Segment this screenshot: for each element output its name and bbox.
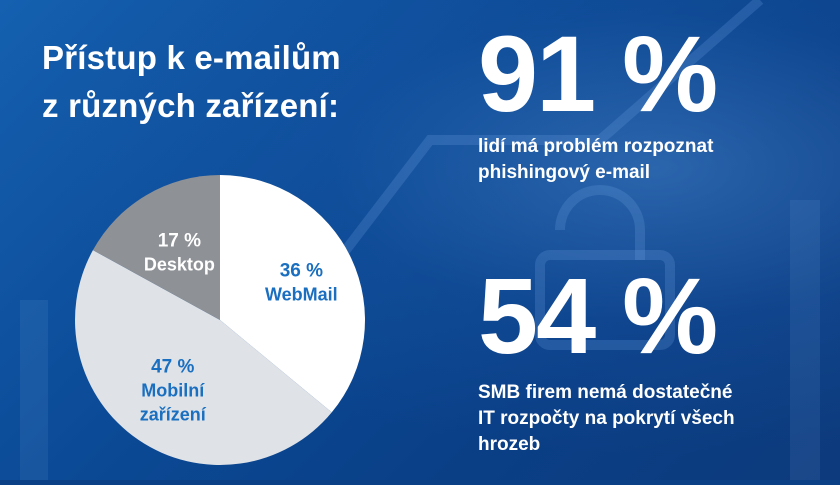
pie-slice-mobiln-za-zen-	[74, 250, 332, 466]
stat-smb-desc-line-1: SMB firem nemá dostatečné	[478, 382, 733, 403]
stat-phishing-description: lidí má problém rozpoznat phishingový e-…	[478, 134, 716, 186]
pie-chart-svg: 36 % WebMail 47 % Mobilní zařízení 17 % Deskto…	[74, 175, 365, 466]
stat-phishing-value: 91 %	[478, 13, 718, 134]
stat-phishing-desc-line-2: phishingový e-mail	[478, 162, 651, 183]
pie-value-label: 17 %	[158, 230, 201, 251]
pie-value-label: 36 %	[280, 261, 323, 282]
stat-phishing-desc-line-1: lidí má problém rozpoznat	[478, 136, 714, 157]
stat-smb-budget: 54 % SMB firem nemá dostatečné IT rozpoč…	[478, 262, 808, 458]
stat-smb-desc-line-3: hrozeb	[478, 434, 541, 455]
title-line-2: z různých zařízení:	[42, 87, 340, 124]
stat-smb-budget-description: SMB firem nemá dostatečné IT rozpočty na…	[478, 380, 808, 458]
page-title: Přístup k e-mailům z různých zařízení:	[42, 34, 462, 130]
pie-slice-desktop	[92, 175, 220, 320]
stat-phishing: 91 % lidí má problém rozpoznat phishingo…	[478, 13, 718, 186]
pie-chart: 36 % WebMail 47 % Mobilní zařízení 17 % Deskto…	[60, 160, 380, 480]
pie-slice-webmail	[220, 175, 365, 413]
pie-category-label: zařízení	[140, 405, 207, 425]
pie-category-label: Mobilní	[141, 381, 205, 401]
pie-value-label: 47 %	[151, 357, 194, 378]
stat-smb-desc-line-2: IT rozpočty na pokrytí všech	[478, 408, 735, 429]
pie-category-label: WebMail	[265, 285, 338, 305]
title-line-1: Přístup k e-mailům	[42, 39, 341, 76]
pie-category-label: Desktop	[144, 254, 215, 274]
stat-smb-budget-value: 54 %	[478, 255, 718, 376]
